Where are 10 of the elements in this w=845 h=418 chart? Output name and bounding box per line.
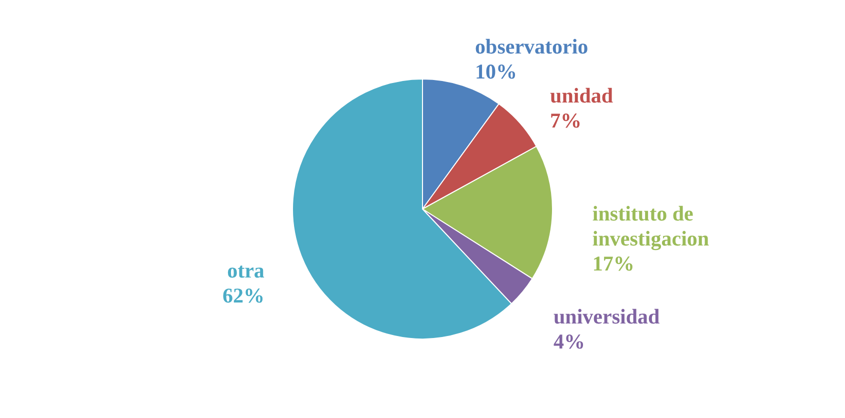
slice-label: universidad (553, 304, 660, 328)
data-label: 17% (592, 251, 634, 276)
data-label: 62% (222, 284, 264, 308)
slice-label: observatorio (475, 34, 588, 58)
slice-label: instituto de investigacion (592, 201, 710, 250)
slice-label: otra (227, 258, 265, 283)
slice-label: unidad (550, 84, 614, 108)
data-label: 4% (553, 329, 585, 354)
data-label: 10% (475, 59, 518, 84)
data-label: 7% (550, 108, 582, 133)
